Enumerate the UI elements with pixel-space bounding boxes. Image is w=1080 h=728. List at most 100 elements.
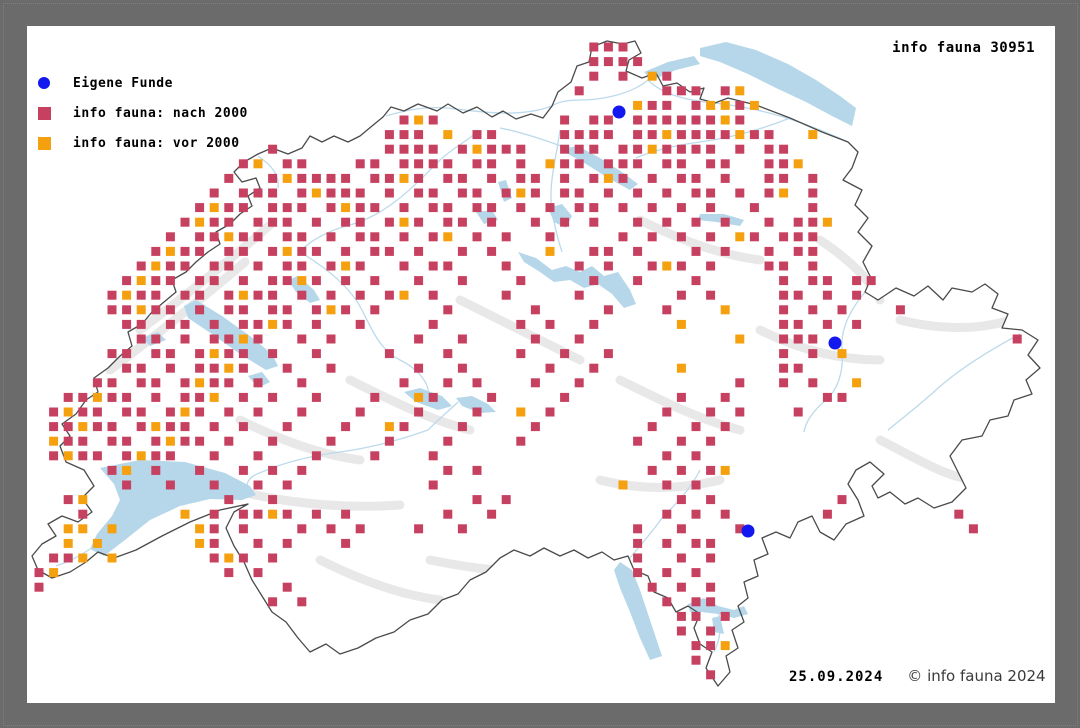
record-square-after-2000 — [326, 524, 336, 534]
record-square-after-2000 — [633, 144, 643, 154]
record-square-after-2000 — [676, 524, 686, 534]
record-square-after-2000 — [238, 392, 248, 402]
record-square-after-2000 — [268, 246, 278, 256]
record-square-after-2000 — [180, 246, 190, 256]
record-square-after-2000 — [195, 232, 205, 242]
record-square-after-2000 — [282, 363, 292, 373]
record-square-before-2000 — [165, 246, 175, 256]
record-square-after-2000 — [165, 261, 175, 271]
record-square-after-2000 — [297, 232, 307, 242]
record-square-after-2000 — [808, 217, 818, 227]
record-square-after-2000 — [355, 290, 365, 300]
record-square-after-2000 — [574, 159, 584, 169]
record-square-after-2000 — [560, 188, 570, 198]
record-square-after-2000 — [706, 407, 716, 417]
record-square-after-2000 — [311, 392, 321, 402]
record-square-after-2000 — [472, 159, 482, 169]
record-square-after-2000 — [662, 480, 672, 490]
record-square-after-2000 — [195, 436, 205, 446]
record-square-after-2000 — [837, 392, 847, 402]
record-square-after-2000 — [282, 159, 292, 169]
record-square-after-2000 — [326, 203, 336, 213]
record-square-after-2000 — [457, 363, 467, 373]
record-square-after-2000 — [779, 290, 789, 300]
record-square-before-2000 — [326, 305, 336, 315]
record-square-after-2000 — [808, 349, 818, 359]
record-square-after-2000 — [808, 378, 818, 388]
record-square-after-2000 — [662, 217, 672, 227]
record-square-after-2000 — [165, 422, 175, 432]
record-square-after-2000 — [78, 407, 88, 417]
record-square-after-2000 — [311, 173, 321, 183]
record-square-after-2000 — [136, 422, 146, 432]
record-square-after-2000 — [297, 597, 307, 607]
record-square-after-2000 — [852, 276, 862, 286]
record-square-after-2000 — [779, 144, 789, 154]
record-square-before-2000 — [822, 217, 832, 227]
record-square-after-2000 — [472, 130, 482, 140]
record-square-after-2000 — [209, 232, 219, 242]
record-square-after-2000 — [749, 232, 759, 242]
record-square-after-2000 — [370, 392, 380, 402]
record-square-after-2000 — [311, 276, 321, 286]
record-square-after-2000 — [34, 568, 44, 578]
record-square-after-2000 — [691, 246, 701, 256]
record-square-after-2000 — [180, 217, 190, 227]
record-square-after-2000 — [647, 203, 657, 213]
record-square-after-2000 — [151, 349, 161, 359]
record-square-after-2000 — [209, 276, 219, 286]
record-square-after-2000 — [545, 319, 555, 329]
record-square-after-2000 — [268, 217, 278, 227]
record-square-after-2000 — [268, 144, 278, 154]
record-square-after-2000 — [516, 349, 526, 359]
record-square-after-2000 — [457, 246, 467, 256]
record-square-after-2000 — [618, 144, 628, 154]
record-square-after-2000 — [779, 232, 789, 242]
record-square-after-2000 — [560, 349, 570, 359]
record-square-after-2000 — [151, 436, 161, 446]
map-title: info fauna 30951 — [892, 40, 1035, 56]
own-find-dot — [612, 105, 626, 119]
record-square-after-2000 — [253, 378, 263, 388]
record-square-after-2000 — [793, 290, 803, 300]
record-square-after-2000 — [574, 290, 584, 300]
record-square-after-2000 — [355, 232, 365, 242]
record-square-after-2000 — [574, 144, 584, 154]
record-square-after-2000 — [662, 305, 672, 315]
record-square-after-2000 — [808, 173, 818, 183]
record-square-after-2000 — [282, 480, 292, 490]
record-square-after-2000 — [428, 392, 438, 402]
record-square-after-2000 — [224, 305, 234, 315]
record-square-after-2000 — [122, 451, 132, 461]
record-square-after-2000 — [676, 553, 686, 563]
record-square-after-2000 — [268, 495, 278, 505]
record-square-after-2000 — [443, 305, 453, 315]
record-square-after-2000 — [165, 319, 175, 329]
record-square-before-2000 — [122, 465, 132, 475]
legend-item-after-2000: info fauna: nach 2000 — [31, 98, 248, 128]
record-square-after-2000 — [720, 611, 730, 621]
record-square-after-2000 — [691, 568, 701, 578]
record-square-after-2000 — [238, 319, 248, 329]
record-square-after-2000 — [472, 495, 482, 505]
record-square-before-2000 — [63, 451, 73, 461]
record-square-after-2000 — [63, 436, 73, 446]
record-square-after-2000 — [560, 144, 570, 154]
record-square-after-2000 — [238, 524, 248, 534]
record-square-after-2000 — [311, 217, 321, 227]
record-square-after-2000 — [603, 159, 613, 169]
record-square-after-2000 — [676, 626, 686, 636]
record-square-after-2000 — [574, 203, 584, 213]
lake-lucerne — [518, 252, 636, 308]
record-square-after-2000 — [238, 246, 248, 256]
record-square-after-2000 — [457, 334, 467, 344]
record-square-before-2000 — [852, 378, 862, 388]
record-square-after-2000 — [355, 524, 365, 534]
record-square-after-2000 — [633, 524, 643, 534]
record-square-after-2000 — [472, 203, 482, 213]
record-square-after-2000 — [355, 217, 365, 227]
record-square-after-2000 — [676, 582, 686, 592]
record-square-after-2000 — [793, 232, 803, 242]
record-square-after-2000 — [618, 42, 628, 52]
legend-label: info fauna: vor 2000 — [73, 135, 240, 151]
